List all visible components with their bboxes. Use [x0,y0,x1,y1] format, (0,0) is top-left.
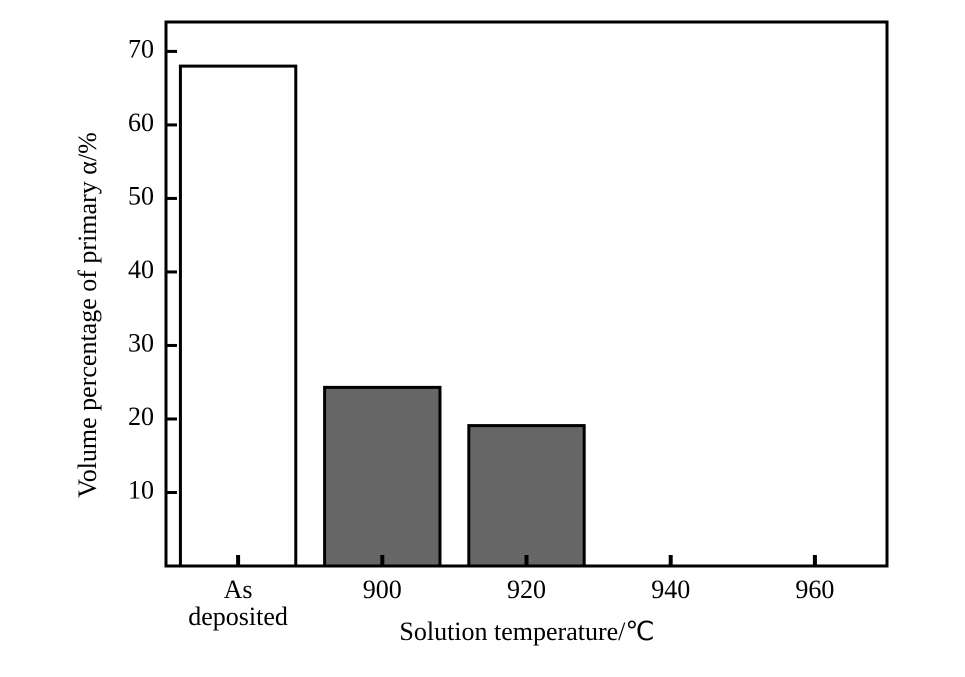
y-tick-label: 70 [128,34,154,63]
bar [178,64,298,568]
y-axis-label: Volume percentage of primary α/% [73,132,102,497]
x-axis-label: Solution temperature/℃ [399,617,654,646]
y-tick-label: 50 [128,181,154,210]
x-tick-label: 900 [362,575,402,604]
x-tick-label: 960 [795,575,835,604]
bar [323,385,442,568]
x-tick-label: 940 [651,575,691,604]
y-tick-label: 10 [128,475,154,504]
plot-frame [164,20,889,568]
y-tick-label: 20 [128,402,154,431]
x-tick-label: As deposited [188,575,288,631]
y-tick-label: 40 [128,255,154,284]
x-tick-label: 920 [507,575,546,604]
y-tick-label: 30 [128,328,154,357]
bar [467,424,586,568]
y-tick-label: 60 [128,108,154,137]
